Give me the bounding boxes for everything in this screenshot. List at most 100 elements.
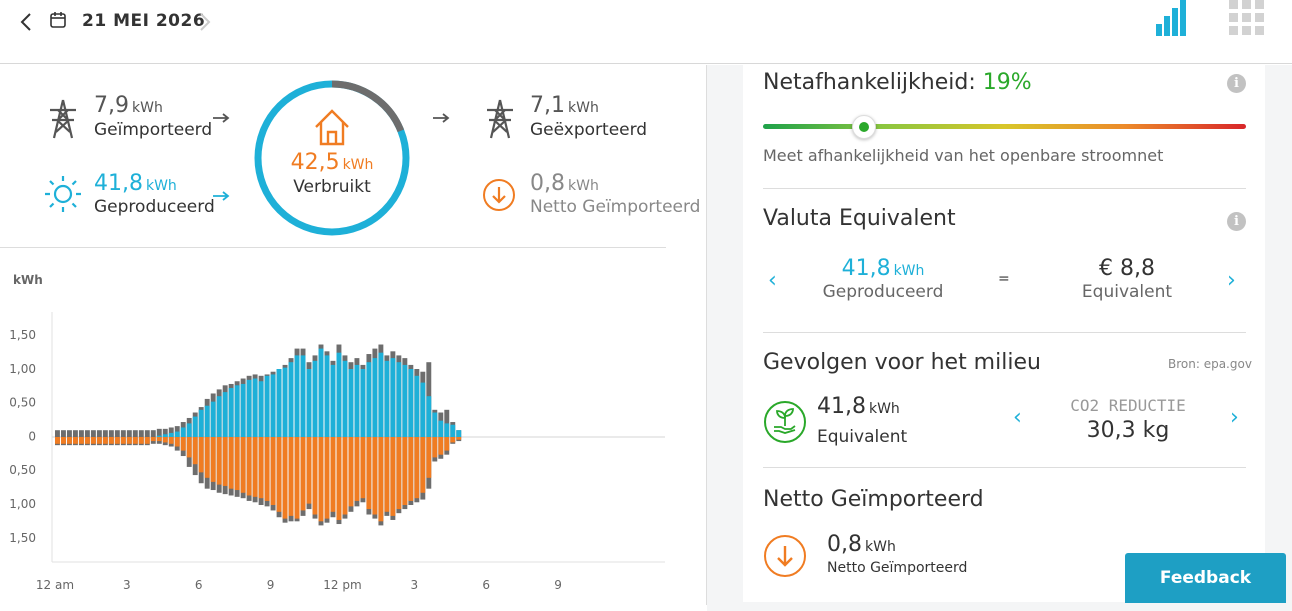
net-imported-value: 0,8 kWh [530,171,599,196]
production-bar [330,364,336,437]
production-bar [372,358,378,437]
production-bar [282,367,288,437]
feedback-button[interactable]: Feedback [1125,553,1286,603]
production-bar [264,375,270,437]
export-bar [150,437,156,442]
production-bar [252,378,258,437]
export-bar [126,437,132,444]
export-bar [156,437,162,442]
export-bar [402,437,408,505]
currency-title: Valuta Equivalent [763,206,956,231]
consumption-bar [156,428,162,437]
net-imported-card-unit: kWh [865,539,896,555]
net-imported-title: Netto Geïmporteerd [763,487,984,512]
net-imported-card-value: 0,8 kWh [827,532,896,557]
export-bar [246,437,252,496]
export-bar [300,437,306,511]
consumption-bar [126,430,132,437]
production-bar [390,358,396,437]
net-imported-unit: kWh [568,178,599,194]
consumed-unit: kWh [342,157,374,173]
export-bar [72,437,78,444]
production-bar [294,355,300,437]
export-bar [180,437,186,451]
dependency-gradient-bar [763,124,1246,129]
currency-produced-value: 41,8 kWh [808,256,958,281]
production-bar [366,362,372,437]
calendar-icon[interactable] [49,11,67,29]
production-bar [342,360,348,437]
export-bar [144,437,150,444]
y-tick-label: 0,50 [9,396,36,410]
export-bar [66,437,72,444]
export-bar [108,437,114,444]
export-bar [276,437,282,512]
imported-unit: kWh [132,100,163,116]
divider [763,188,1246,189]
export-bar [84,437,90,444]
grid-dependency-title: Netafhankelijkheid: 19% [763,70,1032,95]
arrow-right-icon [433,113,450,123]
production-bar [348,369,354,437]
export-bar [390,437,396,516]
net-imported-amount: 0,8 [530,171,565,196]
x-tick-label: 6 [482,578,490,592]
production-bar [210,401,216,437]
export-bar [192,437,198,465]
production-bar [384,360,390,437]
chevron-left-icon[interactable] [18,11,34,33]
y-tick-label: 1,00 [9,362,36,376]
production-bar [216,396,222,437]
y-tick-label: 1,50 [9,328,36,342]
co2-metric-label: CO2 REDUCTIE [1070,396,1186,415]
chevron-right-icon[interactable]: › [1230,405,1239,430]
consumption-bar [78,430,84,437]
production-bar [306,369,312,437]
chevron-right-icon[interactable]: › [1227,268,1236,293]
bar-chart-view-icon[interactable] [1154,0,1192,36]
currency-money-value: € 8,8 [1099,256,1155,281]
consumption-bar [66,430,72,437]
grid-view-icon[interactable] [1229,0,1267,36]
info-icon[interactable]: i [1227,212,1246,231]
consumption-bar [55,430,60,437]
export-bar [222,437,228,486]
info-icon[interactable]: i [1227,74,1246,93]
export-bar [372,437,378,515]
export-bar [318,437,324,522]
export-bar [186,437,192,458]
x-tick-label: 6 [195,578,203,592]
export-bar [408,437,414,501]
production-bar [276,369,282,437]
imported-label: Geïmporteerd [94,120,213,140]
equals-sign: = [998,271,1010,287]
chevron-left-icon[interactable]: ‹ [768,268,777,293]
export-bar [264,437,270,501]
production-bar [426,396,432,437]
consumption-bar [132,430,138,437]
production-bar [378,352,384,437]
divider [763,467,1246,468]
production-bar [354,364,360,437]
export-bar [396,437,402,510]
production-bar [156,435,162,437]
export-bar [270,437,276,505]
pylon-import-icon [50,99,76,139]
chevron-right-icon[interactable] [198,11,212,33]
export-bar [342,437,348,515]
chevron-left-icon[interactable]: ‹ [1013,405,1022,430]
production-bar [198,409,204,437]
export-bar [438,437,444,455]
export-bar [444,437,450,451]
production-bar [456,430,462,437]
production-bar [258,381,264,437]
grid-dependency-value: 19% [982,70,1032,95]
produced-label: Geproduceerd [94,197,215,217]
date-label[interactable]: 21 MEI 2026 [82,11,206,31]
production-bar [432,412,438,437]
grid-dependency-description: Meet afhankelijkheid van het openbare st… [763,146,1164,165]
sun-icon [45,176,81,212]
export-bar [330,437,336,512]
export-bar [258,437,264,499]
exported-label: Geëxporteerd [530,120,648,140]
